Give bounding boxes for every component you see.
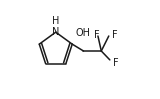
Text: N: N xyxy=(52,27,59,37)
Text: F: F xyxy=(113,58,119,68)
Text: H: H xyxy=(52,16,59,26)
Text: F: F xyxy=(112,30,117,40)
Text: OH: OH xyxy=(76,28,91,38)
Text: F: F xyxy=(94,30,100,40)
